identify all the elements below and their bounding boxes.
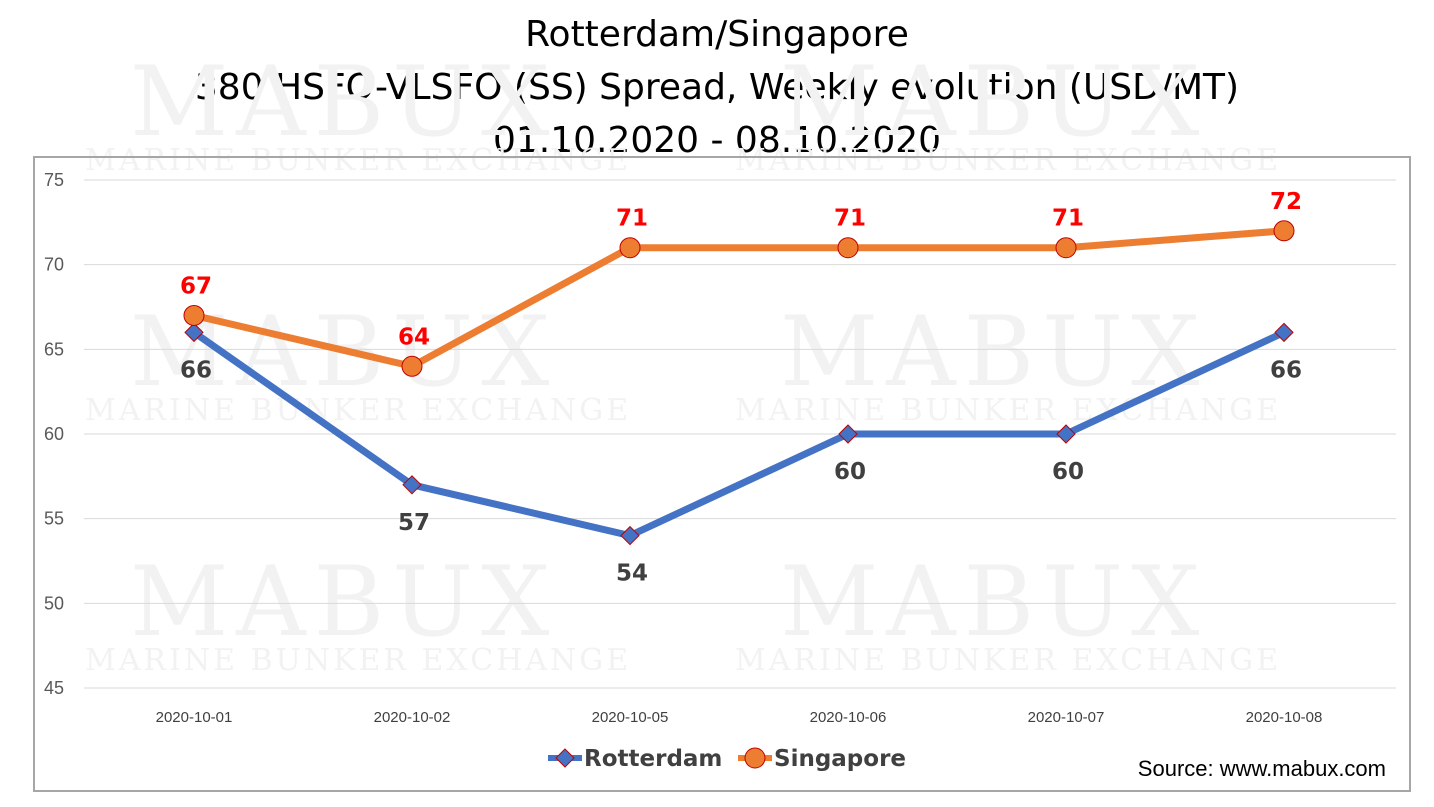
y-tick-label: 55 xyxy=(44,509,64,529)
x-tick-label: 2020-10-06 xyxy=(810,709,887,726)
y-axis-ticks: 45 50 55 60 65 70 75 xyxy=(44,170,64,698)
watermark-tagline: MARINE BUNKER EXCHANGE xyxy=(735,393,1281,428)
data-point-singapore xyxy=(401,355,423,377)
data-point-rotterdam xyxy=(1274,322,1294,343)
data-point-rotterdam xyxy=(838,424,858,444)
data-point-singapore xyxy=(619,237,641,259)
legend-label-rotterdam: Rotterdam xyxy=(584,746,722,772)
chart-subtitle: 380 HSFO-VLSFO (SS) Spread, Weekly evolu… xyxy=(194,67,1240,108)
chart-date-range: 01.10.2020 - 08.10.2020 xyxy=(492,120,942,161)
x-tick-label: 2020-10-07 xyxy=(1028,709,1105,726)
y-tick-label: 60 xyxy=(44,424,64,444)
chart-title: Rotterdam/Singapore xyxy=(525,14,909,55)
legend-label-singapore: Singapore xyxy=(774,746,906,772)
x-axis-ticks: 2020-10-01 2020-10-02 2020-10-05 2020-10-06… xyxy=(156,709,1323,726)
data-label-singapore: 71 xyxy=(616,206,648,232)
watermark-brand: MABUX xyxy=(130,46,557,158)
series-layer xyxy=(183,220,1295,546)
watermark-brand: MABUX xyxy=(780,46,1207,158)
series-line-rotterdam xyxy=(190,328,1288,540)
data-label-singapore: 71 xyxy=(834,206,866,232)
data-point-singapore xyxy=(183,304,205,326)
y-tick-label: 45 xyxy=(44,678,64,698)
y-tick-label: 70 xyxy=(44,255,64,275)
data-label-rotterdam: 60 xyxy=(1052,459,1084,485)
data-point-rotterdam xyxy=(184,322,204,343)
data-labels: 66 57 54 60 60 66 67 64 71 71 71 72 xyxy=(180,189,1302,587)
data-point-rotterdam xyxy=(1056,424,1076,444)
legend-marker xyxy=(744,747,766,769)
watermark-brand: MABUX xyxy=(780,546,1207,658)
plot-frame xyxy=(33,156,1411,792)
data-label-rotterdam: 66 xyxy=(1270,357,1302,383)
watermark-brand: MABUX xyxy=(780,296,1207,408)
watermark-tagline: MARINE BUNKER EXCHANGE xyxy=(735,143,1281,178)
data-point-singapore xyxy=(1055,237,1077,259)
data-label-rotterdam: 60 xyxy=(834,459,866,485)
data-point-singapore xyxy=(837,237,859,259)
chart-title-block: Rotterdam/Singapore 380 HSFO-VLSFO (SS) … xyxy=(0,8,1434,167)
watermark-tagline: MARINE BUNKER EXCHANGE xyxy=(735,643,1281,678)
data-label-singapore: 71 xyxy=(1052,206,1084,232)
y-tick-label: 65 xyxy=(44,339,64,359)
data-point-singapore xyxy=(1273,220,1295,242)
data-label-rotterdam: 66 xyxy=(180,357,212,383)
watermark-tagline: MARINE BUNKER EXCHANGE xyxy=(85,143,631,178)
x-tick-label: 2020-10-02 xyxy=(374,709,451,726)
data-label-rotterdam: 57 xyxy=(398,510,430,536)
legend: Rotterdam Singapore xyxy=(548,746,906,772)
source-credit: Source: www.mabux.com xyxy=(1137,756,1386,781)
y-tick-label: 50 xyxy=(44,593,64,613)
series-line-singapore xyxy=(190,227,1288,370)
watermark-tagline: MARINE BUNKER EXCHANGE xyxy=(85,393,631,428)
x-tick-label: 2020-10-01 xyxy=(156,709,233,726)
data-point-rotterdam xyxy=(402,475,422,495)
data-label-singapore: 72 xyxy=(1270,189,1302,215)
data-point-rotterdam xyxy=(620,525,640,546)
watermark-brand: MABUX xyxy=(130,546,557,658)
x-tick-label: 2020-10-08 xyxy=(1246,709,1323,726)
data-label-singapore: 64 xyxy=(398,324,430,350)
data-label-singapore: 67 xyxy=(180,273,212,299)
legend-marker xyxy=(555,748,575,768)
data-label-rotterdam: 54 xyxy=(616,561,648,587)
watermark-tagline: MARINE BUNKER EXCHANGE xyxy=(85,643,631,678)
gridlines xyxy=(84,179,1396,689)
y-tick-label: 75 xyxy=(44,170,64,190)
x-tick-label: 2020-10-05 xyxy=(592,709,669,726)
